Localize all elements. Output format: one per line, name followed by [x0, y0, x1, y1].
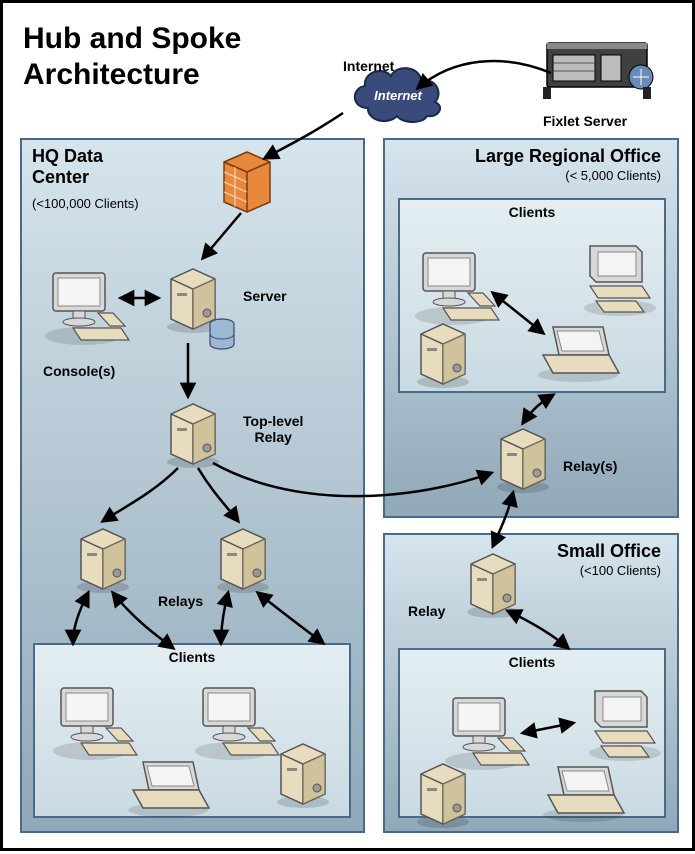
diagram-title: Hub and Spoke Architecture [23, 21, 241, 93]
region-label-hq_clients: Clients [33, 649, 351, 665]
node-hqc3 [123, 758, 213, 823]
node-hqc1 [51, 683, 141, 768]
svg-text:Internet: Internet [374, 88, 422, 103]
node-label-large_relay: Relay(s) [563, 458, 617, 474]
node-label-fixlet: Fixlet Server [543, 113, 627, 129]
node-label-internet: Internet [343, 58, 394, 74]
region-sublabel-large: (< 5,000 Clients) [565, 168, 661, 183]
node-relay_r [213, 523, 273, 600]
node-db [208, 318, 236, 357]
node-hqc4 [273, 738, 333, 815]
node-label-console: Console(s) [43, 363, 115, 379]
node-label-relays_label: Relays [158, 593, 203, 609]
region-label-small: Small Office [557, 541, 661, 562]
node-sc2 [413, 758, 473, 835]
region-label-hq: HQ Data Center [32, 146, 152, 188]
node-sc3 [583, 683, 668, 768]
node-label-server: Server [243, 288, 287, 304]
region-sublabel-small: (<100 Clients) [580, 563, 661, 578]
node-sc4 [538, 763, 628, 828]
node-relay_l [73, 523, 133, 600]
node-lc4 [533, 323, 623, 388]
region-label-small_clients: Clients [398, 654, 666, 670]
region-label-large: Large Regional Office [475, 146, 661, 167]
node-toprelay [163, 398, 223, 475]
node-firewall [218, 148, 276, 223]
node-lc3 [578, 238, 663, 323]
node-hqc2 [193, 683, 283, 768]
region-label-large_clients: Clients [398, 204, 666, 220]
node-small_relay [463, 548, 523, 625]
node-label-toprelay: Top-level Relay [243, 413, 303, 445]
node-large_relay [493, 423, 553, 500]
diagram-canvas: Hub and Spoke Architecture HQ Data Cente… [0, 0, 695, 851]
node-console [43, 268, 133, 353]
node-lc2 [413, 318, 473, 395]
node-label-small_relay: Relay [408, 603, 445, 619]
region-sublabel-hq: (<100,000 Clients) [32, 196, 139, 211]
node-fixlet [543, 33, 663, 108]
